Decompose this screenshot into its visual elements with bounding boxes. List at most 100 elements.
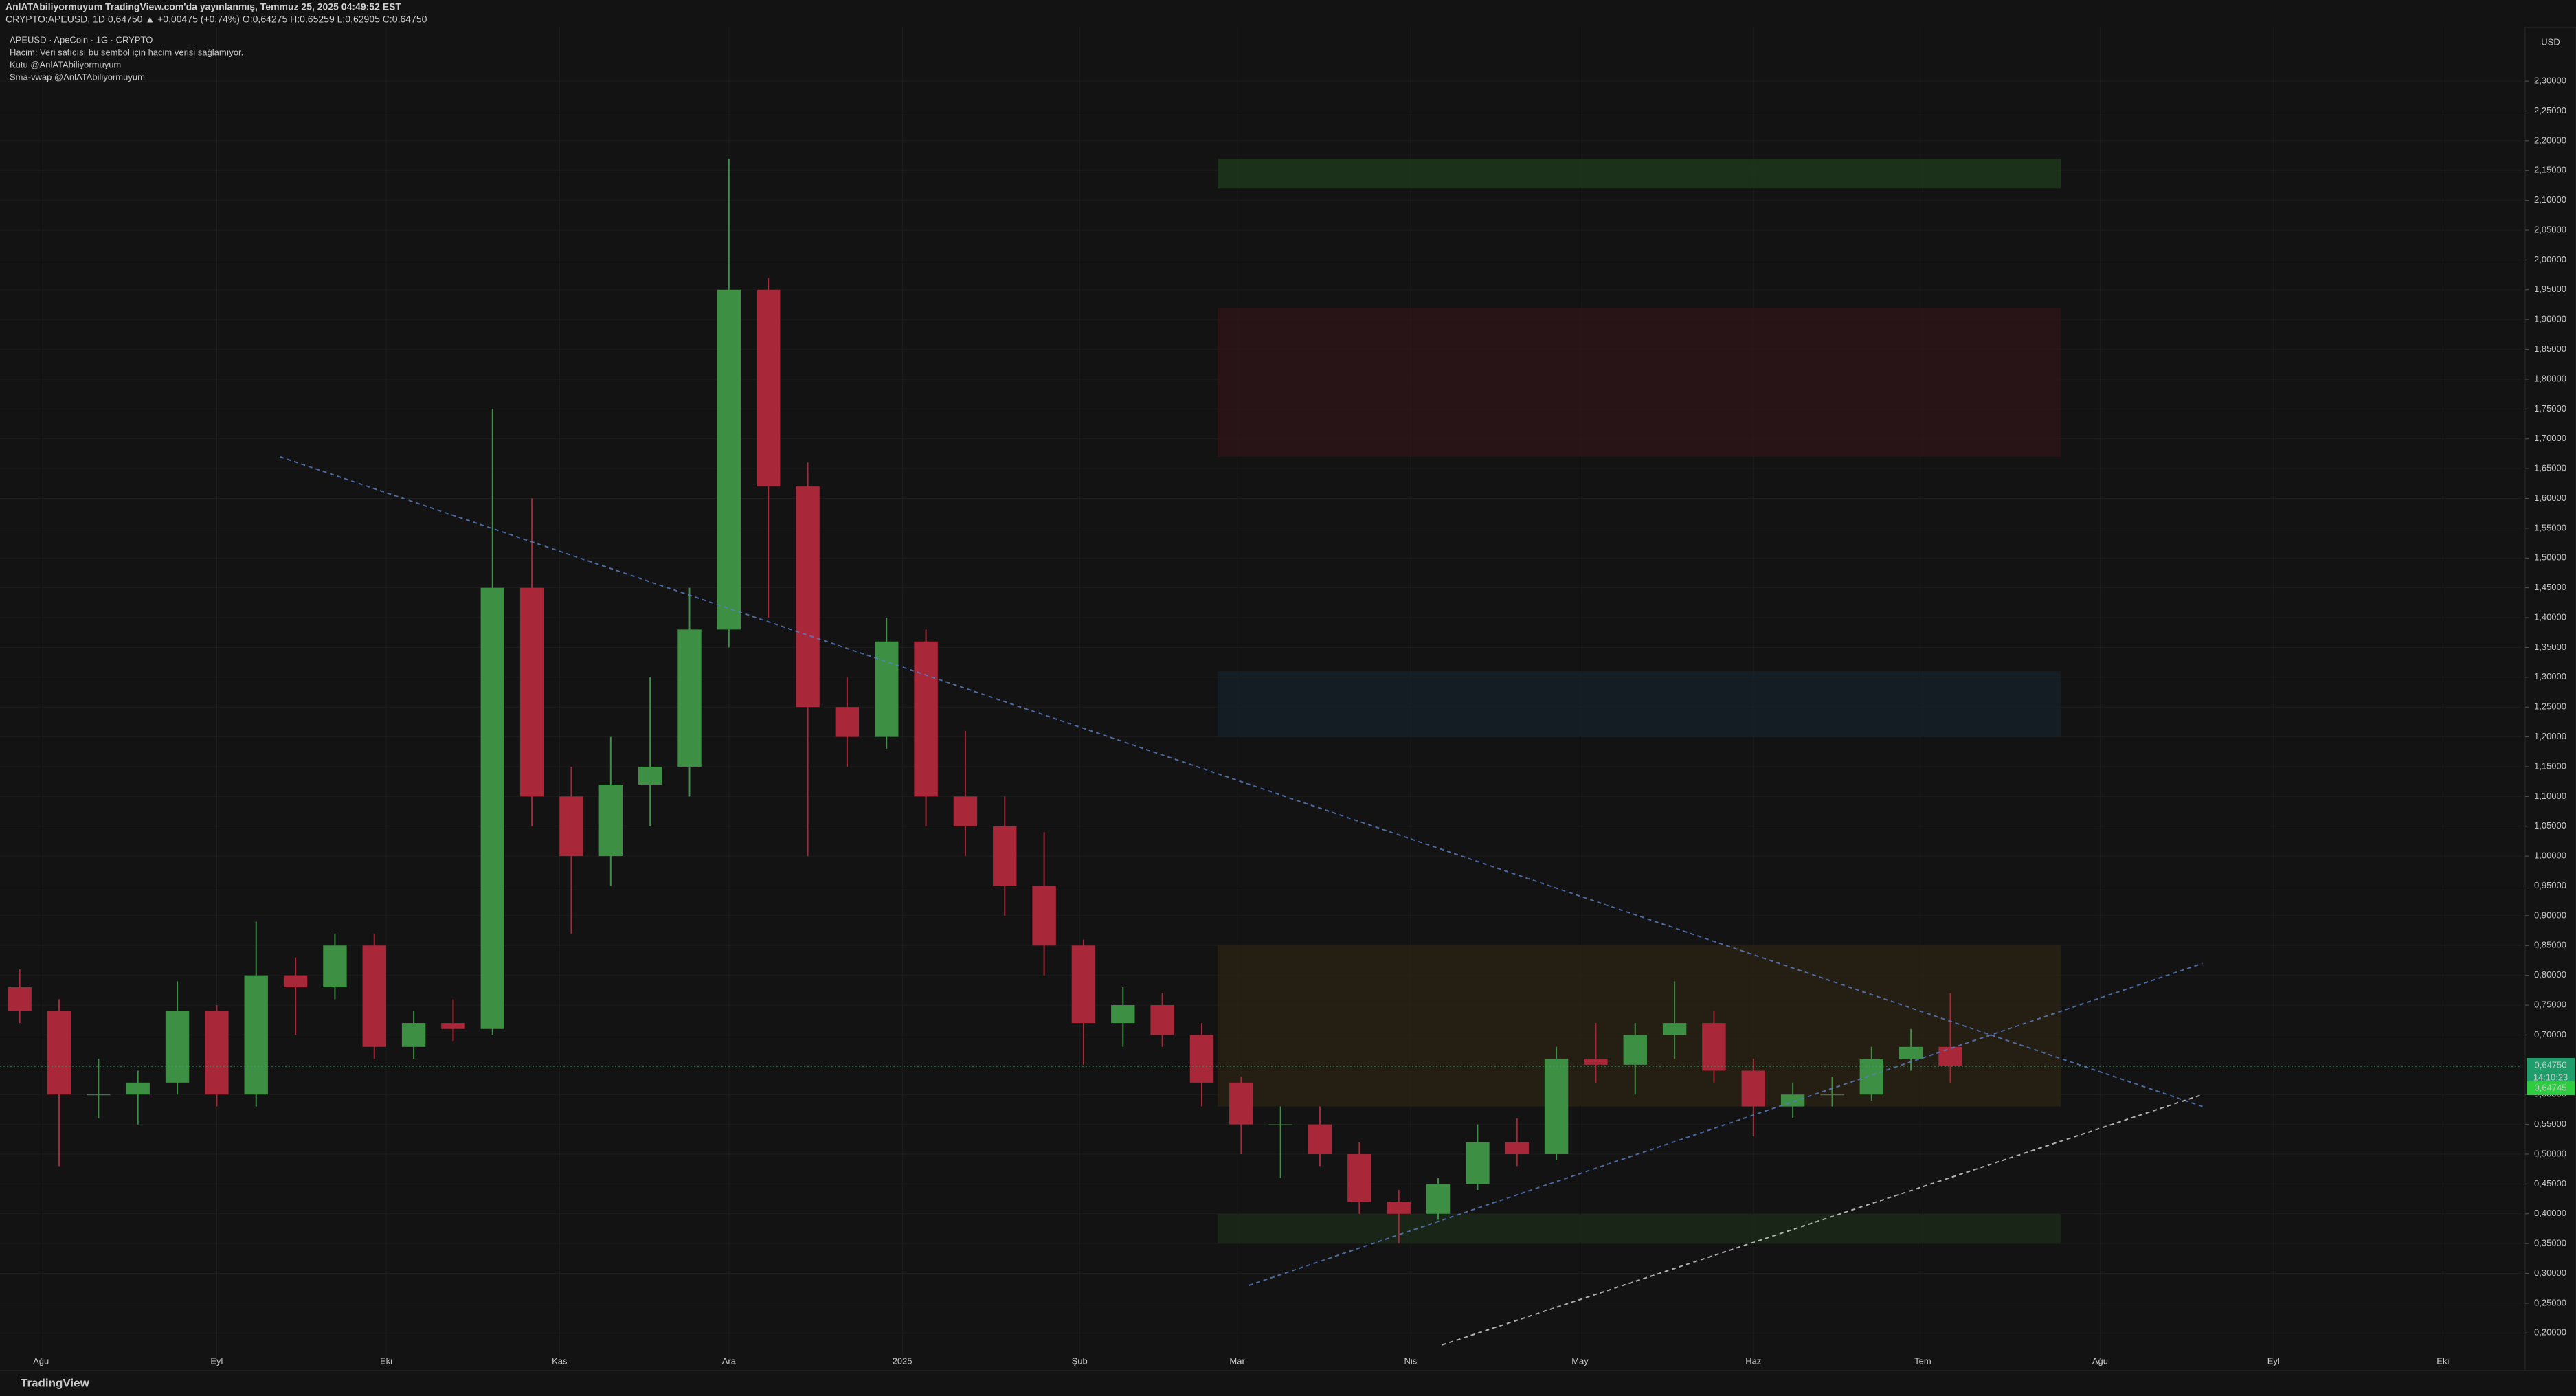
zone-box <box>1217 158 2061 189</box>
legend-line: Sma-vwap @AnlATAbiliyormuyum <box>10 71 145 82</box>
y-tick-label: 1,15000 <box>2534 761 2566 771</box>
candle-body <box>1544 1059 1569 1154</box>
candle-body <box>1505 1142 1529 1154</box>
y-tick-label: 1,80000 <box>2534 373 2566 383</box>
y-tick-label: 0,85000 <box>2534 940 2566 950</box>
y-tick-label: 0,20000 <box>2534 1327 2566 1338</box>
candle-body <box>1662 1023 1687 1035</box>
y-tick-label: 1,95000 <box>2534 284 2566 294</box>
y-tick-label: 0,35000 <box>2534 1238 2566 1248</box>
candle-body <box>1071 945 1096 1024</box>
y-tick-label: 1,90000 <box>2534 314 2566 324</box>
candle-body <box>441 1023 465 1029</box>
x-tick-label: Tem <box>1914 1355 1931 1366</box>
trend-line <box>1442 1094 2203 1346</box>
zone-box <box>1217 945 2061 1107</box>
y-tick-label: 2,05000 <box>2534 224 2566 234</box>
y-tick-label: 0,75000 <box>2534 999 2566 1009</box>
candle-body <box>1347 1153 1371 1202</box>
x-tick-label: Eki <box>2437 1355 2449 1366</box>
y-tick-label: 1,35000 <box>2534 642 2566 652</box>
symbol-line: CRYPTO:APEUSD, 1D 0,64750 ▲ +0,00475 (+0… <box>5 14 427 25</box>
y-tick-label: 1,25000 <box>2534 701 2566 712</box>
candle-body <box>1741 1070 1765 1107</box>
y-tick-label: 1,00000 <box>2534 851 2566 861</box>
y-tick-label: 1,55000 <box>2534 522 2566 532</box>
y-tick-label: 1,60000 <box>2534 493 2566 503</box>
y-tick-label: 0,80000 <box>2534 969 2566 980</box>
price-axis <box>2524 27 2576 1371</box>
candle-body <box>1229 1082 1253 1125</box>
y-tick-label: 1,65000 <box>2534 463 2566 473</box>
candle-body <box>1426 1184 1451 1214</box>
y-tick-label: 2,20000 <box>2534 135 2566 145</box>
candle-body <box>1387 1202 1411 1214</box>
candle-body <box>638 766 662 785</box>
trend-line <box>279 455 2203 1107</box>
x-tick-label: Kas <box>552 1355 568 1366</box>
candle-body <box>283 975 308 988</box>
candle-body <box>87 1094 111 1096</box>
candle-body <box>362 945 386 1047</box>
candle-body <box>835 707 860 737</box>
y-tick-label: 0,25000 <box>2534 1297 2566 1307</box>
x-tick-label: Ara <box>722 1355 737 1366</box>
candle-body <box>1584 1059 1608 1065</box>
x-tick-label: Nis <box>1404 1355 1418 1366</box>
zone-box <box>1217 1213 2061 1244</box>
candle-body <box>323 945 347 988</box>
candle-body <box>953 796 978 826</box>
x-tick-label: Mar <box>1229 1355 1245 1366</box>
y-tick-label: 0,95000 <box>2534 880 2566 890</box>
candle-body <box>1466 1142 1490 1184</box>
candle-body <box>519 587 544 797</box>
currency: USD <box>2541 36 2560 47</box>
candle-body <box>559 796 583 857</box>
y-tick-label: 2,25000 <box>2534 105 2566 115</box>
last-price-label: 0,64750 <box>2535 1059 2567 1070</box>
candle-body <box>244 975 268 1095</box>
y-tick-label: 1,70000 <box>2534 433 2566 443</box>
footer-brand[interactable]: TradingView <box>21 1376 90 1389</box>
y-tick-label: 2,15000 <box>2534 165 2566 175</box>
sma-price-box <box>2527 1081 2575 1096</box>
x-tick-label: Eki <box>380 1355 392 1366</box>
y-tick-label: 1,05000 <box>2534 820 2566 831</box>
candle-body <box>1702 1023 1726 1071</box>
chart-title: APEUSD · ApeCoin · 1G · CRYPTO <box>10 34 153 45</box>
y-tick-label: 1,45000 <box>2534 582 2566 592</box>
y-tick-label: 1,50000 <box>2534 552 2566 563</box>
y-tick-label: 1,85000 <box>2534 344 2566 354</box>
candle-body <box>1032 886 1056 946</box>
x-tick-label: Haz <box>1745 1355 1761 1366</box>
candle-body <box>914 641 938 797</box>
countdown: 14:10:23 <box>2533 1072 2568 1082</box>
y-tick-label: 0,50000 <box>2534 1148 2566 1158</box>
legend-line: Kutu @AnlATAbiliyormuyum <box>10 59 121 69</box>
candle-body <box>1623 1035 1647 1065</box>
y-tick-label: 1,20000 <box>2534 731 2566 741</box>
x-tick-label: Eyl <box>2267 1355 2280 1366</box>
y-tick-label: 0,30000 <box>2534 1268 2566 1278</box>
candle-body <box>8 987 32 1011</box>
candle-body <box>1150 1005 1174 1035</box>
candle-body <box>993 826 1017 886</box>
candle-body <box>1899 1046 1923 1059</box>
candle-body <box>1780 1094 1805 1107</box>
sma-price-label: 0,64745 <box>2535 1083 2567 1093</box>
candle-body <box>1308 1124 1332 1154</box>
candle-body <box>757 289 781 487</box>
y-tick-label: 0,40000 <box>2534 1208 2566 1218</box>
y-tick-label: 1,75000 <box>2534 403 2566 414</box>
y-tick-label: 0,70000 <box>2534 1029 2566 1039</box>
x-tick-label: May <box>1571 1355 1589 1366</box>
x-tick-label: Şub <box>1072 1355 1088 1366</box>
x-tick-label: Ağu <box>2092 1355 2108 1366</box>
candle-body <box>1111 1005 1135 1024</box>
x-tick-label: Ağu <box>33 1355 49 1366</box>
candle-body <box>598 784 623 857</box>
candle-body <box>47 1011 71 1095</box>
publisher: AnlATAbiliyormuyum TradingView.com'da ya… <box>5 1 401 12</box>
candle-body <box>677 629 702 767</box>
candle-body <box>401 1023 426 1047</box>
